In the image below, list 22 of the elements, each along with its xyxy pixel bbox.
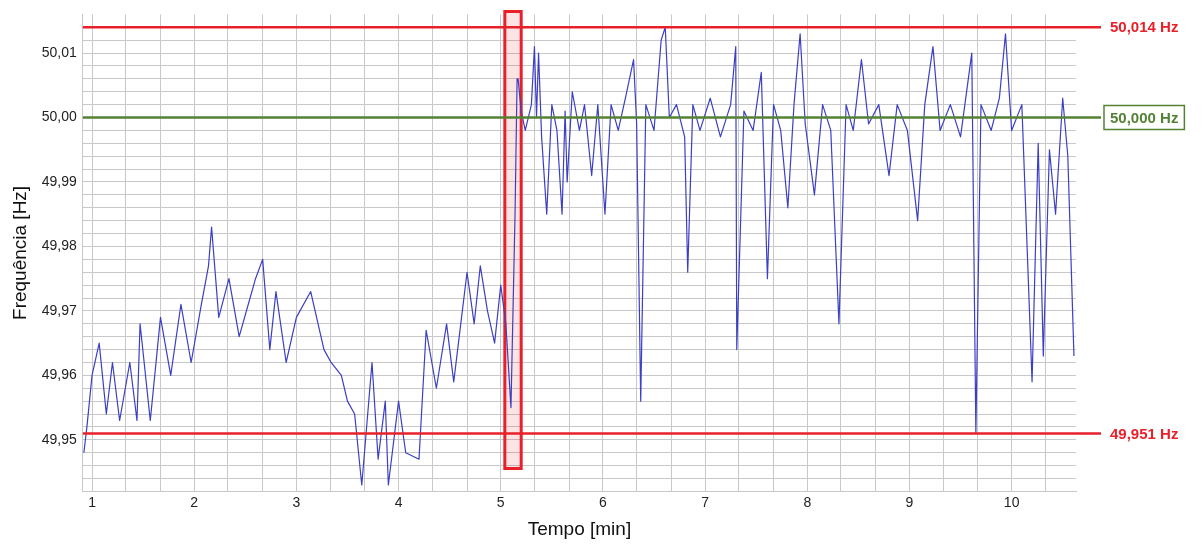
ref-line-label: 49,951 Hz [1110,424,1179,442]
x-tick-label: 7 [701,493,710,510]
x-axis-title: Tempo [min] [527,517,632,539]
x-tick-label: 4 [394,493,403,510]
x-tick-label: 9 [905,493,914,510]
y-tick-label: 49,97 [41,301,78,318]
x-tick-label: 1 [88,493,97,510]
y-tick-label: 49,95 [41,430,78,447]
x-tick-label: 5 [496,493,505,510]
y-axis-title: Frequência [Hz] [8,185,30,320]
x-tick-label: 8 [803,493,812,510]
y-tick-label: 50,00 [41,108,78,125]
y-tick-label: 49,96 [41,366,78,383]
y-tick-label: 49,98 [41,237,78,254]
x-tick-label: 3 [292,493,301,510]
x-tick-label: 6 [599,493,608,510]
x-tick-label: 10 [1003,493,1020,510]
x-tick-label: 2 [190,493,199,510]
ref-line-label: 50,000 Hz [1110,108,1179,126]
y-tick-label: 50,01 [41,43,78,60]
y-tick-label: 49,99 [41,172,78,189]
ref-line-label: 50,014 Hz [1110,18,1179,36]
